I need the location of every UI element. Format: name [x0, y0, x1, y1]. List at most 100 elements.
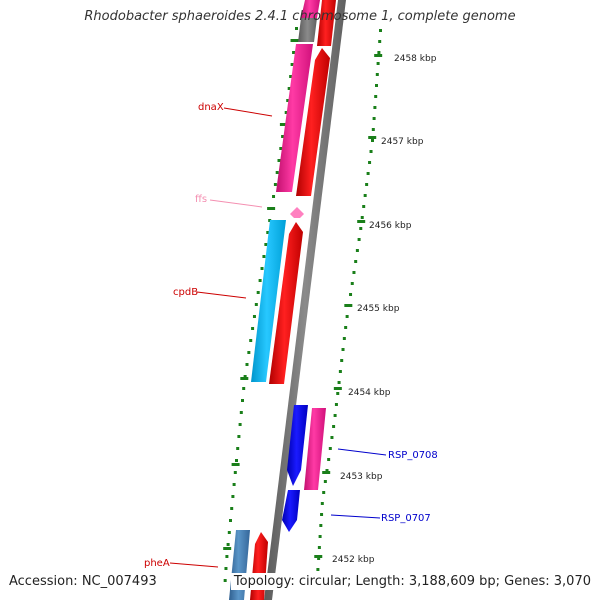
inner-ring-dot — [233, 471, 237, 474]
inner-ring-dot — [230, 507, 234, 510]
inner-ring-dot — [292, 51, 296, 54]
outer-ring-dot — [325, 469, 329, 472]
outer-ring-dot — [371, 139, 374, 142]
outer-ring-major-tick — [333, 387, 342, 390]
inner-ring-dot — [241, 399, 244, 402]
outer-ring-dot — [369, 150, 373, 153]
gene-ffs-feature — [290, 207, 304, 218]
RSP_0708-leader-line — [337, 448, 387, 456]
inner-ring-major-tick — [290, 39, 299, 42]
inner-ring-dot — [238, 423, 242, 426]
outer-ring-dot — [354, 260, 358, 263]
gene-RSP_0707-feature — [282, 490, 300, 532]
inner-ring-dot — [231, 495, 235, 498]
inner-ring-dot — [224, 567, 228, 570]
outer-ring-dot — [318, 535, 322, 538]
outer-ring-major-tick — [368, 136, 377, 139]
inner-ring-dot — [235, 459, 238, 462]
inner-ring-major-tick — [223, 547, 232, 550]
inner-ring-dot — [262, 255, 266, 258]
outer-ring-major-tick — [322, 471, 331, 474]
outer-ring-dot — [332, 425, 336, 428]
outer-ring-dot — [349, 293, 353, 296]
gene-red-cpdB-strand-feature — [269, 222, 303, 384]
scale-label-2455: 2455 kbp — [357, 304, 400, 314]
gene-label-dnaX[interactable]: dnaX — [198, 102, 224, 113]
outer-ring-dot — [379, 29, 382, 32]
pheA-leader-line — [169, 562, 219, 568]
gene-red-top-feature — [317, 0, 336, 46]
scale-label-2453: 2453 kbp — [340, 472, 383, 482]
inner-ring-dot — [281, 135, 285, 138]
outer-ring-dot — [336, 392, 340, 395]
cpdB-leader-line — [196, 291, 247, 299]
topology-text: Topology: circular; Length: 3,188,609 bp… — [230, 573, 594, 590]
inner-ring-dot — [236, 447, 240, 450]
outer-ring-major-tick — [314, 555, 323, 558]
outer-ring-dot — [340, 359, 344, 362]
ffs-leader-line — [209, 199, 263, 208]
inner-ring-dot — [225, 555, 229, 558]
outer-ring-dot — [374, 95, 378, 98]
outer-ring-dot — [355, 249, 359, 252]
inner-ring-dot — [223, 579, 227, 582]
outer-ring-dot — [357, 238, 361, 241]
gene-RSP_0708-partner-feature — [304, 408, 326, 490]
outer-ring-dot — [350, 282, 354, 285]
outer-ring-dot — [360, 216, 364, 219]
outer-ring-dot — [365, 183, 369, 186]
scale-label-2457: 2457 kbp — [381, 137, 424, 147]
outer-ring-major-tick — [357, 220, 366, 223]
inner-ring-dot — [287, 87, 291, 90]
inner-ring-major-tick — [231, 463, 240, 466]
gene-top-pink-feature — [301, 0, 320, 18]
inner-ring-dot — [258, 279, 262, 282]
outer-ring-dot — [327, 458, 331, 461]
inner-ring-dot — [286, 99, 290, 102]
gene-dnaX-feature — [276, 44, 313, 192]
inner-ring-dot — [226, 543, 230, 546]
outer-ring-dot — [323, 480, 327, 483]
inner-ring-dot — [277, 159, 281, 162]
outer-ring-dot — [368, 161, 372, 164]
inner-ring-dot — [290, 63, 294, 66]
gene-label-RSP_0708[interactable]: RSP_0708 — [388, 450, 438, 461]
inner-ring-dot — [295, 27, 298, 30]
inner-ring-dot — [249, 339, 253, 342]
outer-ring-dot — [359, 227, 363, 230]
inner-ring-dot — [264, 243, 268, 246]
scale-label-2454: 2454 kbp — [348, 388, 391, 398]
gene-label-ffs[interactable]: ffs — [195, 194, 207, 205]
inner-ring-dot — [243, 375, 247, 378]
inner-ring-dot — [256, 291, 260, 294]
outer-ring-dot — [342, 337, 346, 340]
scale-label-2452: 2452 kbp — [332, 555, 375, 565]
outer-ring-dot — [338, 370, 342, 373]
inner-ring-dot — [273, 183, 277, 186]
outer-ring-dot — [322, 491, 326, 494]
gene-label-pheA[interactable]: pheA — [144, 558, 170, 569]
outer-ring-major-tick — [344, 304, 353, 307]
dnaX-leader-line — [223, 107, 273, 117]
RSP_0707-leader-line — [330, 514, 381, 519]
outer-ring-dot — [316, 568, 320, 571]
inner-ring-dot — [247, 351, 251, 354]
outer-ring-dot — [372, 117, 376, 120]
outer-ring-dot — [333, 414, 337, 417]
inner-ring-dot — [254, 303, 258, 306]
outer-ring-dot — [319, 524, 323, 527]
outer-ring-dot — [341, 348, 345, 351]
outer-ring-dot — [377, 51, 381, 54]
map-title: Rhodobacter sphaeroides 2.4.1 chromosome… — [84, 9, 516, 24]
inner-ring-dot — [227, 531, 231, 534]
outer-ring-dot — [375, 84, 378, 87]
inner-ring-dot — [232, 483, 236, 486]
gene-label-cpdB[interactable]: cpdB — [173, 287, 198, 298]
outer-ring-dot — [366, 172, 370, 175]
inner-ring-major-tick — [240, 377, 249, 380]
outer-ring-dot — [376, 62, 380, 65]
gene-label-RSP_0707[interactable]: RSP_0707 — [381, 513, 431, 524]
outer-ring-dot — [320, 502, 324, 505]
